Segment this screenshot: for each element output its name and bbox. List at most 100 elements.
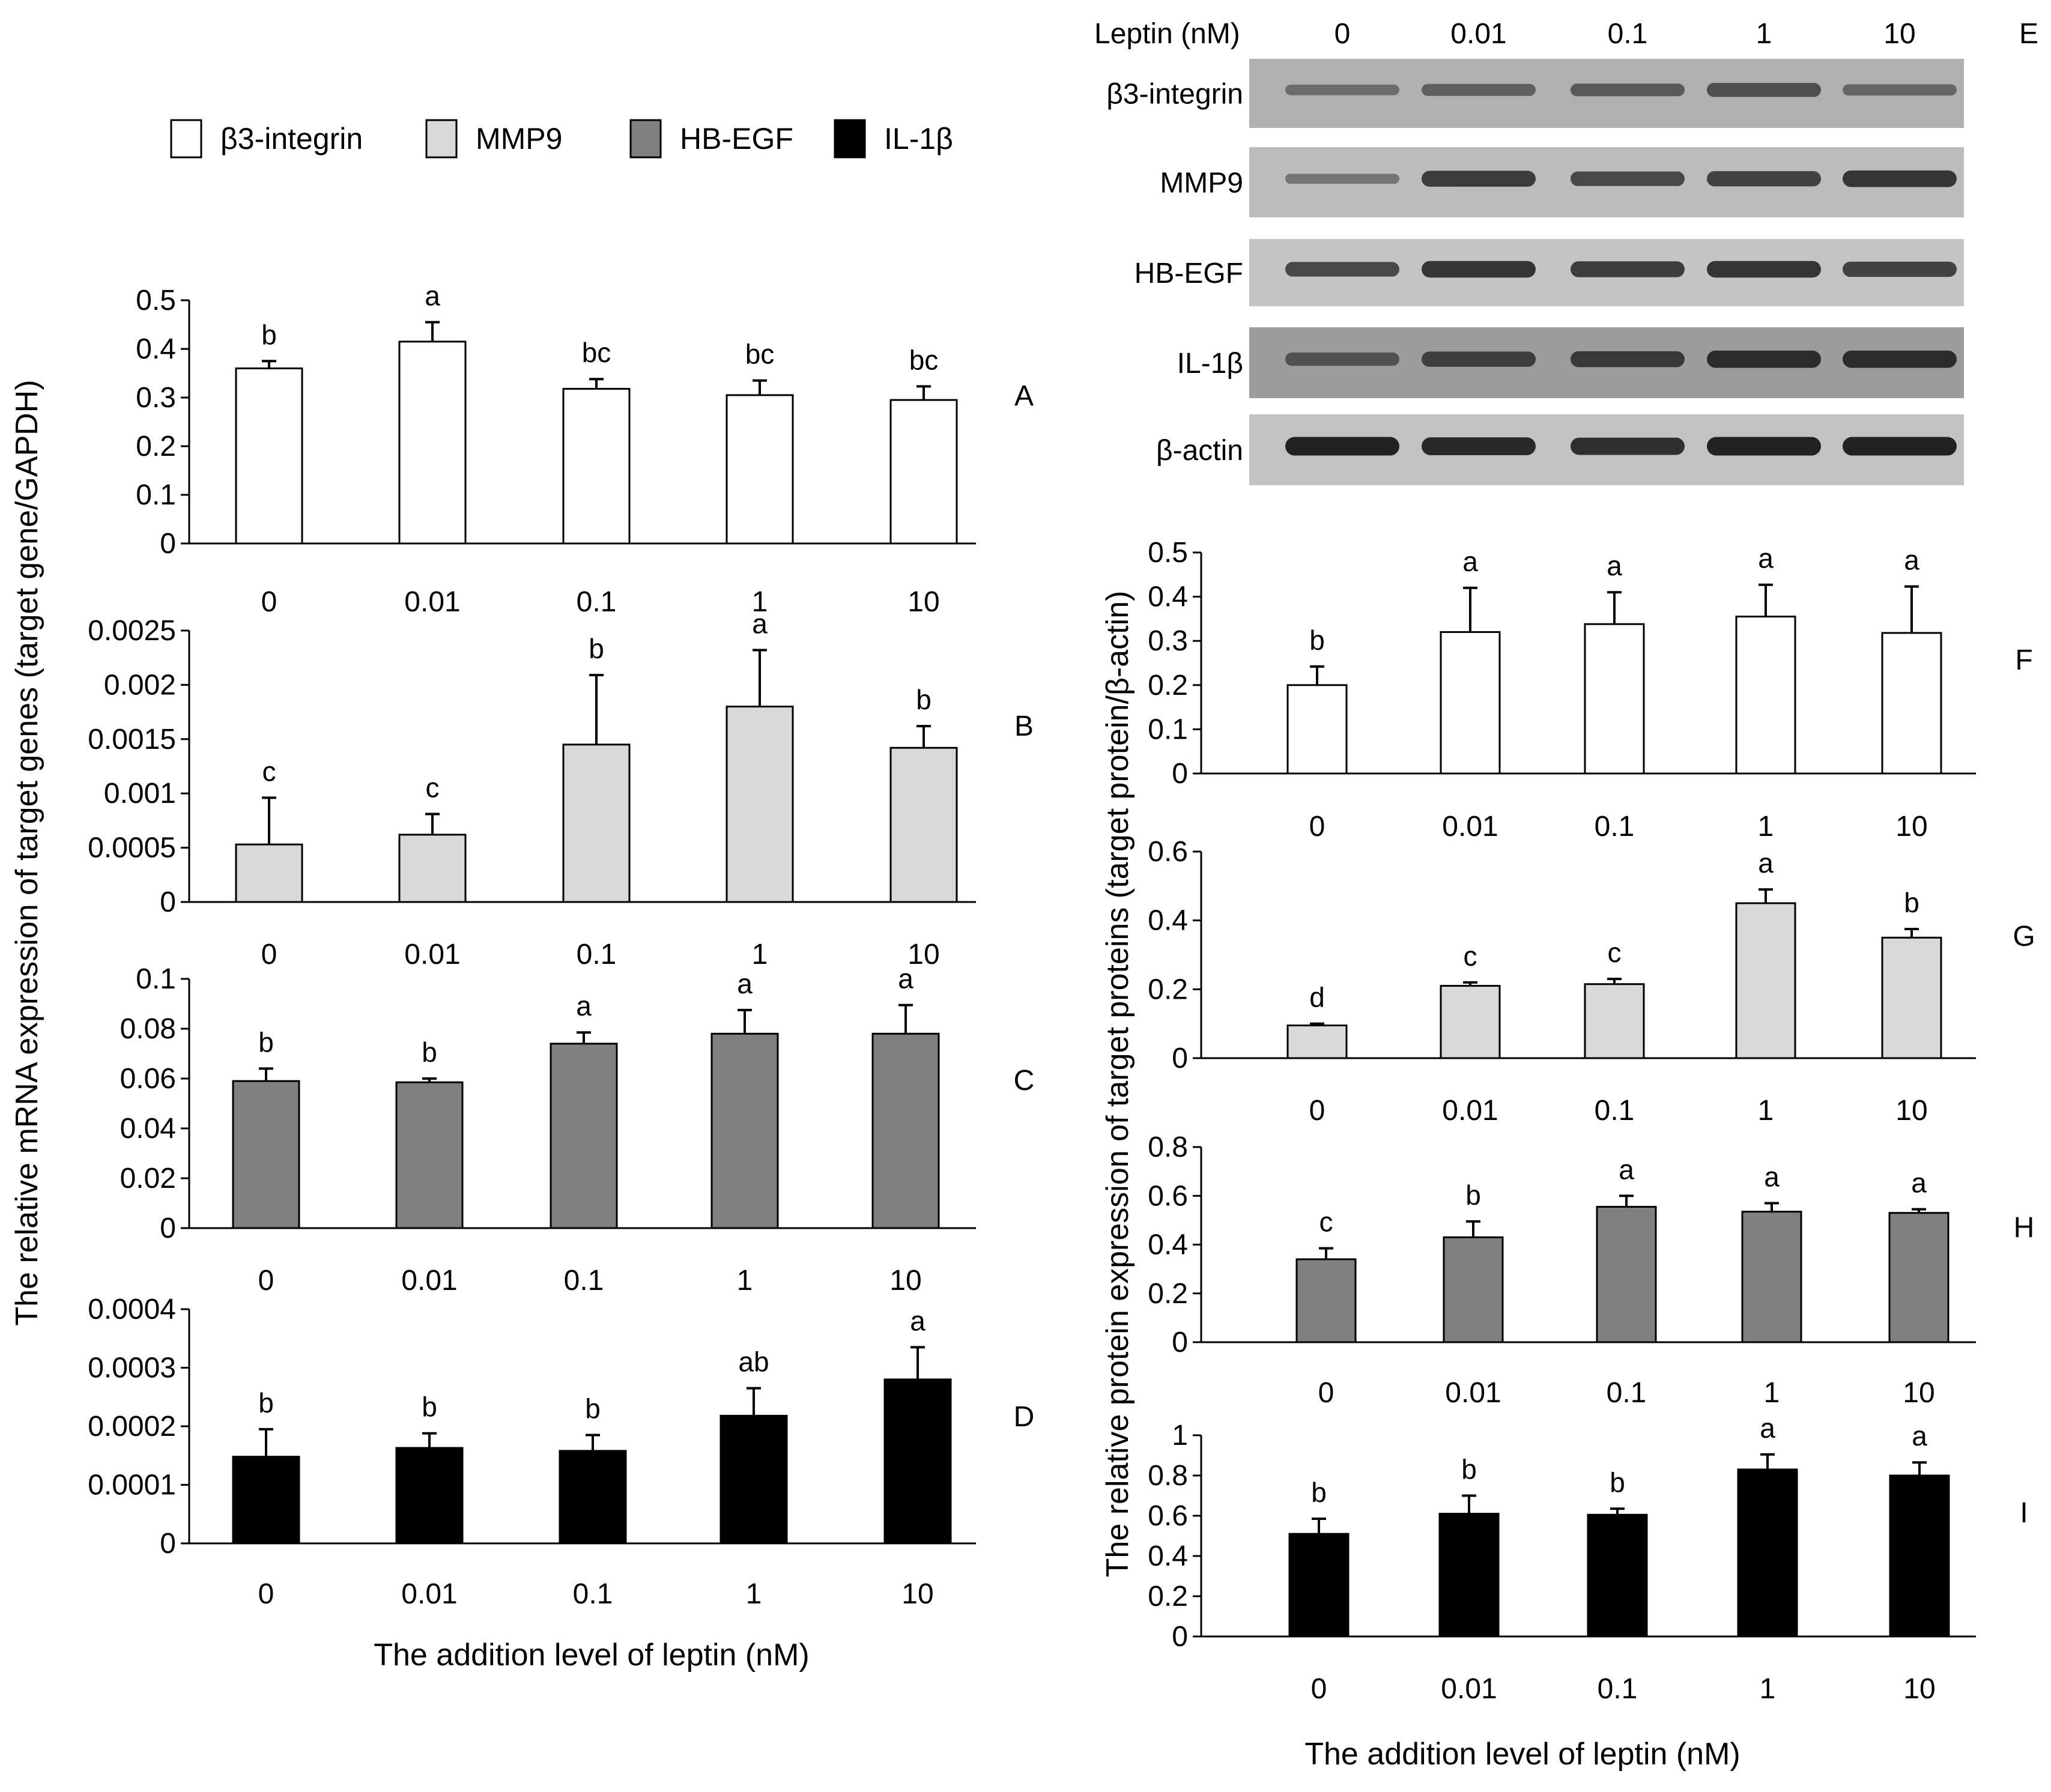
significance-letter: a [1619, 1154, 1634, 1185]
significance-letter: bc [909, 344, 939, 375]
y-tick-label: 0.5 [136, 285, 176, 316]
significance-letter: a [1607, 550, 1622, 581]
significance-letter: b [261, 319, 277, 350]
significance-letter: a [910, 1305, 926, 1336]
y-tick-label: 0.0025 [88, 615, 176, 647]
y-tick-label: 0.2 [1148, 1581, 1188, 1612]
y-tick-label: 0.0005 [88, 832, 176, 864]
blot-band [1422, 261, 1536, 278]
y-tick-label: 0.6 [1148, 1180, 1188, 1212]
y-tick-label: 0.2 [1148, 1278, 1188, 1310]
bar [726, 706, 794, 903]
blot-band [1707, 261, 1821, 278]
x-tick-label: 1 [737, 1265, 753, 1297]
legend-swatch [834, 119, 866, 159]
bar [1443, 1236, 1504, 1343]
significance-letter: b [422, 1037, 437, 1068]
blot-band [1707, 171, 1821, 187]
bar [1286, 684, 1348, 775]
legend-label: MMP9 [476, 122, 562, 156]
y-tick-label: 0.08 [120, 1013, 176, 1045]
bar [1440, 985, 1501, 1059]
significance-letter: a [576, 990, 592, 1022]
legend-swatch [425, 119, 458, 159]
bar [232, 1080, 300, 1229]
blot-band [1707, 83, 1821, 97]
x-tick-label: 10 [1895, 1095, 1927, 1127]
y-tick-label: 0.0004 [88, 1294, 176, 1325]
blot-band [1843, 170, 1957, 187]
panel-i: 0 0.2 0.4 0.6 0.8 1 b 0 b 0.01 b 0.1 a 1 a 10 I [1148, 1412, 2028, 1705]
y-tick-label: 0.5 [1148, 537, 1188, 569]
blot-dose-label: 10 [1883, 18, 1915, 50]
y-tick-label: 0.6 [1148, 1500, 1188, 1532]
bar [559, 1450, 627, 1545]
x-tick-label: 0.01 [401, 1265, 457, 1297]
mrna-panels: 00.10.20.30.40.5b0a0.01bc0.1bc1bc10A00.0… [88, 280, 1034, 1610]
legend-label: β3-integrin [220, 122, 363, 156]
bar [562, 743, 631, 903]
blot-band [1285, 437, 1399, 456]
blot-dose-label: 0 [1335, 18, 1351, 50]
y-tick-label: 0.3 [136, 382, 176, 414]
bar [1438, 1513, 1500, 1638]
x-tick-label: 10 [907, 939, 939, 970]
significance-letter: bc [745, 339, 775, 370]
blot-band [1571, 83, 1685, 97]
bar [398, 834, 467, 903]
y-tick-label: 0.002 [104, 669, 176, 701]
significance-letter: b [585, 1393, 601, 1424]
bar [562, 387, 631, 545]
significance-letter: a [1462, 546, 1478, 577]
blot-band [1285, 174, 1399, 184]
bar [1737, 1468, 1798, 1638]
y-tick-label: 0.2 [1148, 973, 1188, 1005]
panel-letter: B [1014, 710, 1034, 742]
significance-letter: b [1309, 625, 1325, 656]
blot-band [1843, 261, 1957, 277]
significance-letter: c [262, 755, 276, 787]
bar [1881, 632, 1942, 775]
bar [710, 1032, 779, 1229]
x-tick-label: 0.01 [1441, 1673, 1497, 1705]
significance-letter: c [1608, 937, 1622, 968]
significance-letter: a [1764, 1161, 1780, 1192]
blot-row-label: β-actin [1156, 435, 1243, 467]
panel-letter: H [2014, 1212, 2035, 1244]
blot-row-label: MMP9 [1160, 168, 1243, 199]
significance-letter: b [1465, 1179, 1481, 1211]
panel-a: 0 0.1 0.2 0.3 0.4 0.5 b 0 a 0.01 bc 0.1 bc 1 bc 10 A [136, 280, 1034, 618]
panel-letter: I [2020, 1497, 2028, 1529]
x-tick-label: 0.01 [404, 939, 460, 970]
x-tick-label: 0 [258, 1265, 274, 1297]
x-tick-label: 10 [901, 1578, 933, 1610]
right-x-axis-title: The addition level of leptin (nM) [1304, 1737, 1740, 1772]
y-tick-label: 0 [1172, 758, 1188, 790]
y-tick-label: 0.4 [1148, 581, 1188, 613]
bar [550, 1043, 618, 1229]
y-tick-label: 0.4 [1148, 1229, 1188, 1261]
y-tick-label: 0 [1172, 1327, 1188, 1358]
blot-header-label: Leptin (nM) [1094, 18, 1240, 50]
x-tick-label: 1 [1758, 1095, 1774, 1127]
x-tick-label: 10 [889, 1265, 921, 1297]
panel-letter: D [1014, 1401, 1035, 1433]
significance-letter: b [258, 1387, 274, 1418]
blot-dose-label: 0.01 [1450, 18, 1506, 50]
y-tick-label: 0.2 [136, 431, 176, 462]
blot-row-label: β3-integrin [1106, 79, 1243, 110]
y-tick-label: 0.8 [1148, 1131, 1188, 1163]
x-tick-label: 0.1 [1598, 1673, 1638, 1705]
y-tick-label: 0.0015 [88, 724, 176, 755]
panel-letter: E [2019, 18, 2038, 50]
blot-band [1571, 171, 1685, 186]
x-tick-label: 0.01 [1445, 1377, 1501, 1409]
panel-d: 0 0.0001 0.0002 0.0003 0.0004 b 0 b 0.01 b 0.1 ab 1 a… [88, 1294, 1034, 1610]
x-tick-label: 1 [752, 586, 768, 618]
legend-swatch [170, 119, 202, 159]
legend: β3-integrin MMP9 HB-EGF IL-1β [170, 119, 953, 159]
y-tick-label: 0.8 [1148, 1460, 1188, 1492]
x-tick-label: 10 [1895, 811, 1927, 843]
panel-f: 0 0.1 0.2 0.3 0.4 0.5 b 0 a 0.01 a 0.1 a 1 a 10 F [1148, 537, 2032, 843]
